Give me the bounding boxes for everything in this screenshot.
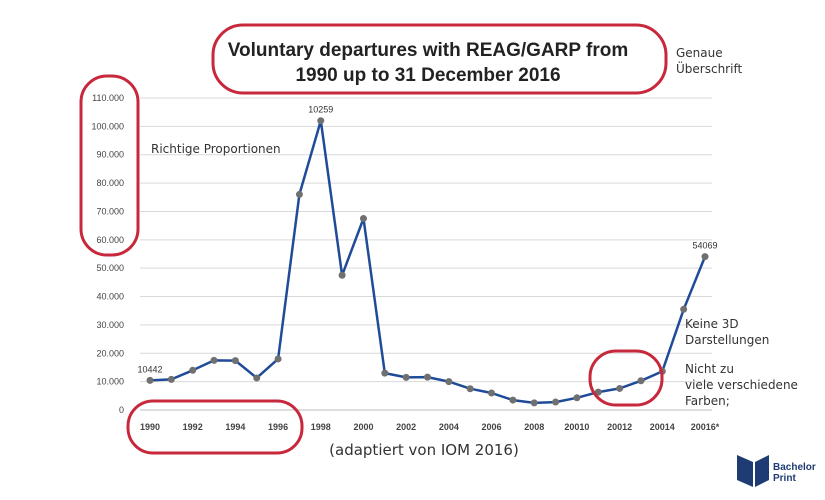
data-point [167, 375, 175, 383]
data-point [488, 389, 496, 397]
y-tick-label: 10.000 [96, 377, 124, 387]
data-point [509, 396, 517, 404]
annotation-farben-line-2: viele verschiedene [685, 378, 798, 392]
bachelor-print-logo: Bachelor Print [737, 455, 816, 487]
data-point [701, 253, 709, 261]
data-point [381, 369, 389, 377]
x-tick-label: 1992 [183, 422, 203, 432]
book-icon-right [755, 455, 769, 487]
annotation-proportionen: Richtige Proportionen [151, 142, 281, 156]
annotation-genaue-line-1: Genaue [676, 46, 723, 60]
x-tick-label: 1990 [140, 422, 160, 432]
y-tick-label: 50.000 [96, 263, 124, 273]
data-point [359, 215, 367, 223]
data-label: 54069 [692, 241, 717, 251]
data-point [295, 190, 303, 198]
x-tick-label: 2008 [524, 422, 544, 432]
data-point [637, 377, 645, 385]
data-point [402, 373, 410, 381]
chart-title-line-2: 1990 up to 31 December 2016 [295, 65, 560, 86]
data-point [594, 388, 602, 396]
x-axis-ticks: 1990 1992 1994 1996 1998 2000 2002 2004 2006 2008… [140, 422, 720, 432]
gridlines [140, 97, 712, 411]
annotation-farben-line-1: Nicht zu [685, 362, 734, 376]
x-tick-label: 1994 [225, 422, 245, 432]
annotation-keine3d-line-2: Darstellungen [685, 333, 769, 347]
data-markers [146, 117, 709, 407]
data-point [573, 394, 581, 402]
data-point [338, 271, 346, 279]
x-tick-label: 20010 [564, 422, 589, 432]
logo-text-line-1: Bachelor [773, 462, 816, 473]
data-label: 10259 [308, 105, 333, 115]
x-tick-label: 1998 [311, 422, 331, 432]
x-tick-label: 20016* [691, 422, 720, 432]
data-point [146, 376, 154, 384]
book-icon [737, 455, 753, 487]
y-tick-label: 40.000 [96, 292, 124, 302]
chart-title-line-1: Voluntary departures with REAG/GARP from [228, 40, 628, 61]
annotation-genaue-line-2: Überschrift [676, 60, 742, 76]
y-tick-label: 80.000 [96, 178, 124, 188]
y-tick-label: 90.000 [96, 150, 124, 160]
y-axis-highlight-box [79, 74, 140, 257]
data-point [424, 373, 431, 381]
y-tick-label: 60.000 [96, 235, 124, 245]
data-point [274, 355, 282, 363]
x-tick-label: 2000 [353, 422, 373, 432]
data-point [253, 374, 261, 382]
x-tick-label: 20014 [650, 422, 675, 432]
data-point [210, 356, 218, 364]
data-point [231, 357, 239, 365]
logo-text-line-2: Print [773, 473, 796, 484]
x-axis-highlight-box [126, 399, 304, 455]
y-tick-label: 30.000 [96, 320, 124, 330]
data-point [616, 384, 624, 392]
annotation-keine3d-line-1: Keine 3D [685, 317, 739, 331]
y-tick-label: 20.000 [96, 348, 124, 358]
data-point [530, 399, 538, 407]
data-label: 10442 [137, 364, 162, 374]
data-point [317, 117, 325, 125]
data-labels: 10442 10259 54069 [137, 105, 717, 375]
title-highlight-box [211, 23, 668, 95]
x-tick-label: 1996 [268, 422, 288, 432]
y-tick-label: 70.000 [96, 206, 124, 216]
y-tick-label: 100.000 [91, 121, 124, 131]
data-point [189, 366, 197, 374]
annotation-farben-line-3: Farben; [685, 394, 730, 408]
data-point [680, 305, 688, 313]
y-tick-label: 110.000 [92, 93, 124, 103]
x-tick-label: 20012 [607, 422, 632, 432]
y-tick-label: 0 [119, 405, 124, 415]
recent-years-highlight-box [588, 349, 664, 407]
source-note: (adaptiert von IOM 2016) [329, 441, 519, 459]
data-point [445, 378, 453, 386]
x-tick-label: 2004 [439, 422, 459, 432]
data-point [466, 385, 474, 393]
x-tick-label: 2002 [396, 422, 416, 432]
x-tick-label: 2006 [482, 422, 502, 432]
data-point [552, 398, 560, 406]
y-axis-ticks: 0 10.000 20.000 30.000 40.000 50.000 60.000 70.… [91, 93, 124, 415]
